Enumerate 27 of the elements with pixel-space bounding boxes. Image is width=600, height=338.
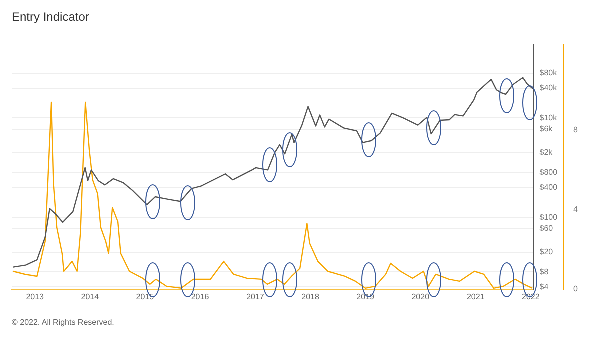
- y-tick-label: $100: [540, 212, 558, 222]
- chart-title: Entry Indicator: [12, 10, 90, 24]
- y-tick-label: $8: [540, 267, 550, 276]
- y-tick-label: $60: [540, 224, 554, 233]
- y-tick-label: $4: [540, 282, 550, 292]
- y-tick-label: $40k: [540, 84, 558, 92]
- x-tick-label: 2013: [26, 292, 45, 302]
- y-tick-label: $800: [540, 168, 558, 177]
- text: © 2022. All Rights Reserved.: [12, 318, 114, 327]
- y-tick-label: $6k: [540, 124, 554, 134]
- x-tick-label: 2017: [246, 292, 265, 302]
- y-tick-label: $400: [540, 182, 558, 192]
- y-tick-label: $2k: [540, 148, 554, 158]
- y-tick-label: $80k: [540, 68, 558, 78]
- x-tick-label: 2018: [302, 292, 320, 302]
- y-tick-label: $10k: [540, 113, 558, 122]
- y2-tick-label: 4: [574, 205, 579, 214]
- y2-tick-label: 8: [574, 126, 579, 135]
- y2-tick-label: 0: [574, 284, 579, 294]
- y-tick-label: $20: [540, 248, 554, 257]
- x-tick-label: 2015: [136, 292, 155, 302]
- x-tick-label: 2014: [81, 292, 100, 302]
- x-tick-label: 2019: [356, 292, 376, 302]
- x-tick-label: 2020: [412, 292, 430, 302]
- x-tick-label: 2021: [466, 292, 486, 302]
- x-tick-label: 2022: [522, 292, 540, 302]
- x-tick-label: 2016: [191, 292, 210, 302]
